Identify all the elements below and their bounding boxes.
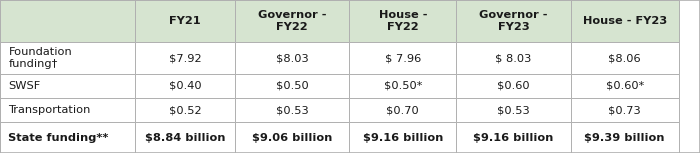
Text: $0.50*: $0.50* [384, 81, 422, 91]
Bar [570, 122, 679, 153]
Text: House - FY23: House - FY23 [582, 16, 667, 26]
Bar [0, 122, 135, 153]
Bar [456, 0, 570, 42]
Bar [235, 122, 349, 153]
Text: $0.73: $0.73 [608, 105, 641, 115]
Text: SWSF: SWSF [8, 81, 41, 91]
Bar [570, 74, 679, 98]
Bar [235, 74, 349, 98]
Text: $0.60*: $0.60* [606, 81, 644, 91]
Bar [235, 42, 349, 74]
Bar [0, 98, 135, 122]
Text: Foundation
funding†: Foundation funding† [8, 47, 72, 69]
Text: $8.03: $8.03 [276, 53, 309, 63]
Text: $7.92: $7.92 [169, 53, 202, 63]
Text: $0.53: $0.53 [497, 105, 530, 115]
Bar [349, 98, 456, 122]
Text: State funding**: State funding** [8, 133, 108, 143]
Text: $0.50: $0.50 [276, 81, 309, 91]
Bar [135, 42, 235, 74]
Text: Transportation: Transportation [8, 105, 91, 115]
Bar [135, 74, 235, 98]
Text: House -
FY22: House - FY22 [379, 10, 427, 32]
Text: Governor -
FY22: Governor - FY22 [258, 10, 326, 32]
Bar [0, 42, 135, 74]
Bar [570, 0, 679, 42]
Bar [235, 98, 349, 122]
Bar [0, 74, 135, 98]
Bar [135, 98, 235, 122]
Bar [135, 122, 235, 153]
Bar [0, 0, 135, 42]
Text: $9.06 billion: $9.06 billion [252, 133, 332, 143]
Text: Governor -
FY23: Governor - FY23 [480, 10, 547, 32]
Text: $9.16 billion: $9.16 billion [473, 133, 554, 143]
Text: $0.60: $0.60 [497, 81, 530, 91]
Bar [456, 74, 570, 98]
Bar [235, 0, 349, 42]
Text: $8.84 billion: $8.84 billion [145, 133, 225, 143]
Text: $ 8.03: $ 8.03 [496, 53, 531, 63]
Text: FY21: FY21 [169, 16, 201, 26]
Text: $ 7.96: $ 7.96 [385, 53, 421, 63]
Bar [349, 42, 456, 74]
Bar [456, 42, 570, 74]
Text: $0.70: $0.70 [386, 105, 419, 115]
Bar [570, 98, 679, 122]
Text: $0.53: $0.53 [276, 105, 309, 115]
Bar [349, 122, 456, 153]
Text: $0.52: $0.52 [169, 105, 202, 115]
Bar [349, 74, 456, 98]
Bar [456, 98, 570, 122]
Text: $8.06: $8.06 [608, 53, 641, 63]
Bar [570, 42, 679, 74]
Bar [135, 0, 235, 42]
Text: $9.16 billion: $9.16 billion [363, 133, 443, 143]
Text: $9.39 billion: $9.39 billion [584, 133, 665, 143]
Bar [349, 0, 456, 42]
Text: $0.40: $0.40 [169, 81, 202, 91]
Bar [456, 122, 570, 153]
